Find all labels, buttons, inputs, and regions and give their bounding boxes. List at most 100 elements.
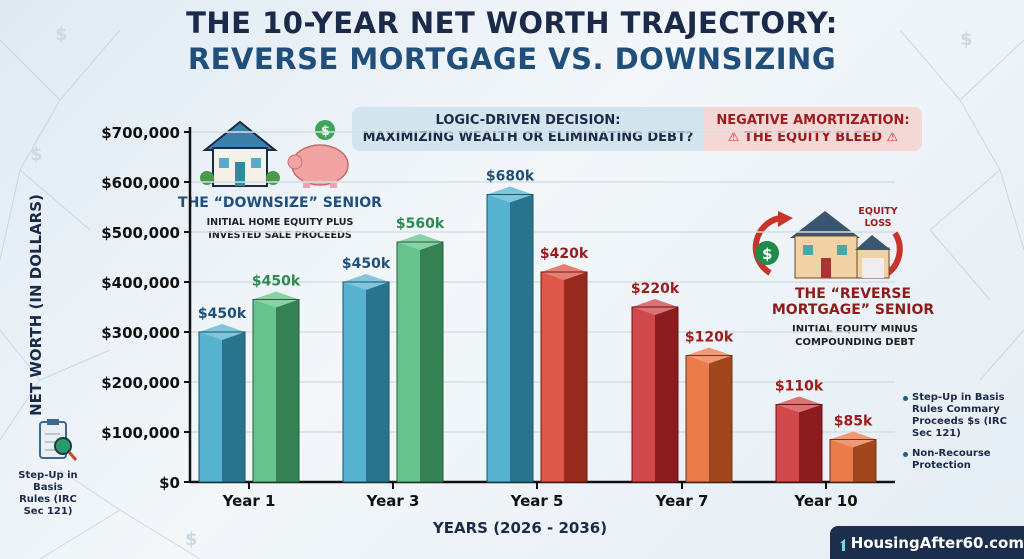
y-tick-label: $0 bbox=[159, 474, 180, 492]
bar-outline bbox=[198, 331, 246, 483]
x-tick-label: Year 7 bbox=[655, 492, 709, 510]
dollar-sign-icon: $ $ $ $ bbox=[30, 24, 973, 550]
banner-left-line2: MAXIMIZING WEALTH OR ELIMINATING DEBT? bbox=[362, 130, 694, 145]
bar-data-label: $120k bbox=[685, 330, 734, 346]
brand-logo[interactable]: HousingAfter60.com bbox=[830, 526, 1024, 559]
title-line-1: THE 10-YEAR NET WORTH TRAJECTORY: bbox=[186, 6, 838, 40]
reverse-title-line: THE “REVERSE bbox=[794, 286, 912, 302]
bar-data-label: $560k bbox=[396, 216, 445, 232]
bar-data-label: $420k bbox=[540, 246, 589, 262]
decision-banner: LOGIC-DRIVEN DECISION: MAXIMIZING WEALTH … bbox=[352, 107, 922, 151]
banner-right-line2: THE EQUITY BLEED bbox=[743, 130, 883, 145]
bar-side-face bbox=[222, 332, 245, 482]
banner-right-line1: NEGATIVE AMORTIZATION: bbox=[716, 113, 910, 128]
bar-front-face bbox=[830, 439, 853, 482]
warning-icon: ⚠ bbox=[727, 130, 740, 145]
dollar-coin-icon: $ bbox=[755, 241, 779, 265]
bar-outline bbox=[685, 355, 733, 483]
bullet-item: Non-Recourse Protection bbox=[902, 448, 1022, 472]
bar-side-face bbox=[510, 194, 533, 482]
bar-data-label: $110k bbox=[775, 379, 824, 395]
y-tick-label: $600,000 bbox=[101, 174, 180, 192]
y-tick-label: $400,000 bbox=[101, 274, 180, 292]
bar-outline bbox=[775, 404, 823, 483]
bar bbox=[540, 264, 588, 483]
downsize-title: THE “DOWNSIZE” SENIOR bbox=[178, 195, 382, 211]
step-up-caption: Step-Up in Basis Rules (IRC Sec 121) bbox=[18, 470, 78, 517]
svg-text:$: $ bbox=[55, 24, 68, 45]
downsize-subtitle: INITIAL HOME EQUITY PLUS INVESTED SALE P… bbox=[206, 217, 354, 241]
bar-front-face bbox=[686, 355, 709, 482]
y-tick-label: $300,000 bbox=[101, 324, 180, 342]
y-tick-label: $200,000 bbox=[101, 374, 180, 392]
bar-front-face bbox=[776, 404, 799, 482]
x-tick-label: Year 5 bbox=[510, 492, 564, 510]
bar-outline bbox=[829, 439, 877, 483]
bar-side-face bbox=[655, 307, 678, 482]
bar bbox=[829, 431, 877, 483]
svg-text:$: $ bbox=[185, 529, 198, 550]
bar-side-face bbox=[564, 272, 587, 482]
warning-icon: ⚠ bbox=[886, 130, 899, 145]
piggy-bank-icon bbox=[287, 144, 349, 188]
reverse-title: THE “REVERSE MORTGAGE” SENIOR bbox=[748, 286, 958, 318]
logo-text: HousingAfter60.com bbox=[850, 533, 1024, 552]
bar bbox=[252, 291, 300, 483]
bar bbox=[685, 347, 733, 483]
bar-side-face bbox=[276, 299, 299, 482]
bar-front-face bbox=[487, 194, 510, 482]
bar-data-label: $220k bbox=[631, 281, 680, 297]
bar-side-face bbox=[799, 404, 822, 482]
bar bbox=[775, 396, 823, 483]
bar-data-label: $85k bbox=[834, 414, 873, 430]
bar-outline bbox=[396, 241, 444, 483]
bar bbox=[631, 299, 679, 483]
banner-left-line1: LOGIC-DRIVEN DECISION: bbox=[435, 113, 621, 128]
bar bbox=[198, 324, 246, 483]
bar-front-face bbox=[632, 307, 655, 482]
y-tick-label: $100,000 bbox=[101, 424, 180, 442]
bar-front-face bbox=[199, 332, 222, 482]
y-axis-label: NET WORTH (IN DOLLARS) bbox=[27, 194, 45, 416]
bar-front-face bbox=[541, 272, 564, 482]
svg-text:$: $ bbox=[960, 29, 973, 50]
bar bbox=[396, 234, 444, 483]
house-logo-icon bbox=[840, 538, 845, 551]
bar-side-face bbox=[420, 242, 443, 482]
bar-side-face bbox=[853, 439, 876, 482]
y-tick-label: $500,000 bbox=[101, 224, 180, 242]
bar-data-label: $450k bbox=[198, 306, 247, 322]
bar-data-label: $680k bbox=[486, 169, 535, 185]
reverse-subtitle: INITIAL EQUITY MINUS COMPOUNDING DEBT bbox=[791, 324, 919, 348]
clipboard-magnifier-icon bbox=[39, 419, 78, 461]
x-axis-label: YEARS (2026 - 2036) bbox=[432, 519, 608, 537]
equity-loss-label: EQUITY LOSS bbox=[858, 206, 898, 229]
bullet-list: Step-Up in Basis Rules Commary Proceeds … bbox=[902, 392, 1022, 480]
reverse-title-line: MORTGAGE” SENIOR bbox=[771, 302, 935, 318]
title-line-2: REVERSE MORTGAGE VS. DOWNSIZING bbox=[187, 42, 837, 76]
svg-text:$: $ bbox=[762, 245, 772, 263]
bar-side-face bbox=[709, 355, 732, 482]
bullet-item: Step-Up in Basis Rules Commary Proceeds … bbox=[902, 392, 1022, 440]
bar-outline bbox=[540, 271, 588, 483]
x-tick-label: Year 3 bbox=[366, 492, 420, 510]
bar-front-face bbox=[253, 299, 276, 482]
bar-front-face bbox=[343, 282, 366, 482]
reverse-illustration: $ bbox=[752, 211, 903, 279]
bar bbox=[486, 186, 534, 483]
x-tick-label: Year 10 bbox=[793, 492, 857, 510]
svg-text:$: $ bbox=[30, 144, 43, 165]
bar-data-label: $450k bbox=[252, 274, 301, 290]
bar-side-face bbox=[366, 282, 389, 482]
bar-data-label: $450k bbox=[342, 256, 391, 272]
y-tick-label: $700,000 bbox=[101, 124, 180, 142]
bar-front-face bbox=[397, 242, 420, 482]
bar-outline bbox=[252, 299, 300, 483]
house-icon bbox=[790, 211, 891, 279]
bar-outline bbox=[342, 281, 390, 483]
bar-outline bbox=[486, 194, 534, 483]
x-tick-label: Year 1 bbox=[222, 492, 276, 510]
bar-outline bbox=[631, 306, 679, 483]
bar bbox=[342, 274, 390, 483]
